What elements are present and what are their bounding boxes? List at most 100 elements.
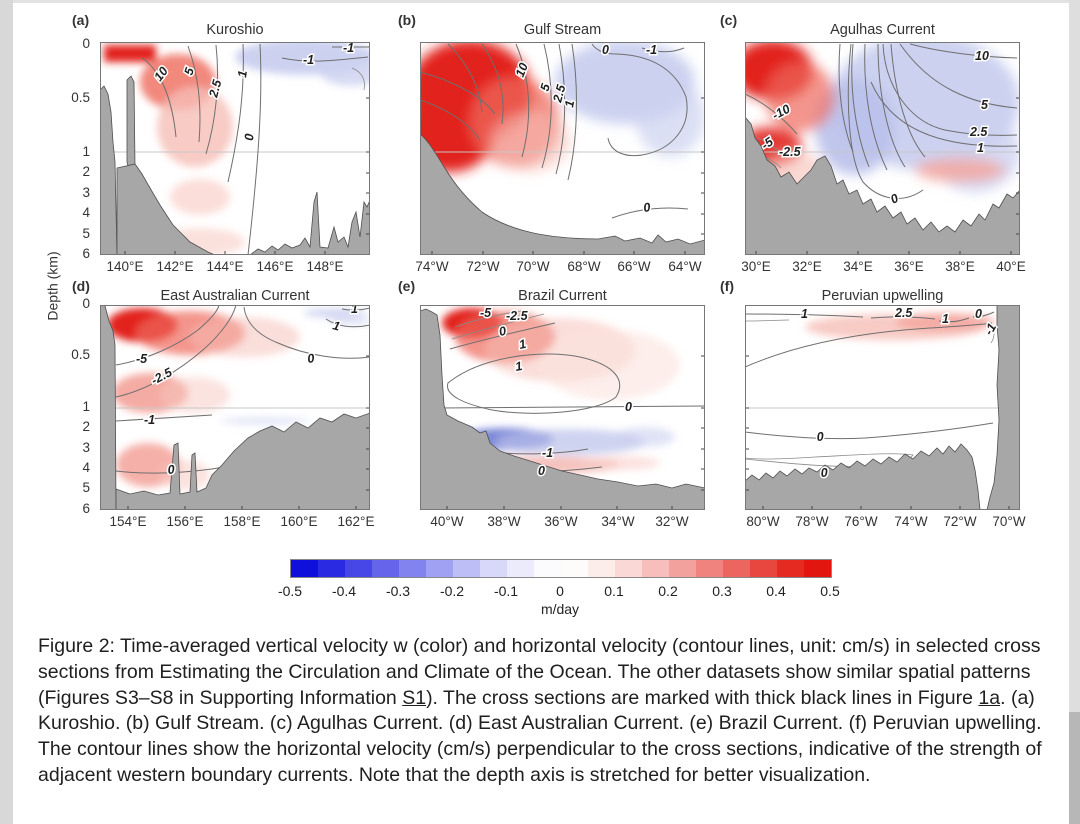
panel-d-letter: (d) [72,278,90,294]
panel-f-xtick: 74°W [894,514,928,529]
svg-text:10: 10 [975,49,989,63]
panel-f-xtick: 78°W [795,514,829,529]
svg-text:0: 0 [820,466,828,480]
panel-d-xtick: 154°E [109,514,147,529]
panel-d-ytick: 4 [82,460,90,475]
caption-text: ). The cross sections are marked with th… [426,686,979,709]
panel-f-title: Peruvian upwelling [821,288,944,304]
panel-f-letter: (f) [720,278,734,294]
svg-text:1: 1 [977,141,984,155]
panel-d-plot: -5 -2.5 -1 0 0 1 1 [100,305,370,510]
panel-c-xtick: 36°E [894,259,924,274]
panel-b-contour-labels: 10 5 2.5 1 0 -1 0 [511,42,658,216]
caption-text: . (a) Kuroshio. (b) Gulf Stream. (c) Agu… [38,686,1042,786]
colorbar-tick: 0.5 [820,583,840,599]
panel-f-xtick: 76°W [844,514,878,529]
caption-link-figure-1a[interactable]: 1a [978,686,1001,709]
panel-e-title: Brazil Current [518,288,607,304]
svg-text:-1: -1 [542,446,553,460]
panel-a-xtick: 148°E [306,259,344,274]
panel-b-xtick: 68°W [567,259,601,274]
colorbar-tick: 0.2 [658,583,678,599]
svg-text:2.5: 2.5 [969,125,988,139]
panel-a-letter: (a) [72,12,90,28]
panel-a-ytick: 1 [82,144,90,159]
svg-text:0: 0 [167,462,175,477]
panel-a-ytick: 6 [82,246,90,261]
panel-b-xtick: 64°W [668,259,702,274]
colorbar-tick: -0.1 [493,583,519,599]
panel-b-plot: 10 5 2.5 1 0 -1 0 [420,42,705,255]
svg-text:2.5: 2.5 [206,77,225,99]
svg-text:1: 1 [351,305,358,316]
panel-e-xtick: 36°W [544,514,578,529]
svg-text:0: 0 [975,307,982,321]
panel-a-plot: 10 5 2.5 1 0 -1 -1 [100,42,370,255]
caption-link-s1[interactable]: S1 [402,686,427,709]
panel-a-xtick: 142°E [156,259,194,274]
panel-d-xtick: 158°E [223,514,261,529]
svg-text:-2.5: -2.5 [779,145,802,159]
panel-a-xtick: 144°E [206,259,244,274]
scrollbar-thumb[interactable] [1069,712,1080,824]
panel-c-title: Agulhas Current [830,22,935,38]
svg-text:-5: -5 [480,306,492,320]
panel-e-letter: (e) [398,278,416,294]
panel-d-xtick: 156°E [166,514,204,529]
panel-f-xtick: 72°W [943,514,977,529]
panel-b-title: Gulf Stream [523,22,602,38]
panel-d-xtick: 160°E [280,514,318,529]
panel-d-ytick: 0 [82,296,90,311]
panel-a-xtick: 146°E [256,259,294,274]
colorbar-tick: 0.1 [604,583,624,599]
caption-text: Figure 2: Time-averaged vertical velocit… [38,635,1041,709]
svg-text:-1: -1 [343,42,354,55]
panel-f-plot: 1 2.5 1 0 -1 0 0 [745,305,1020,510]
colorbar-tick: 0.4 [766,583,786,599]
colorbar-tick: -0.4 [331,583,357,599]
panel-d-ytick: 2 [82,419,90,434]
panel-c-xtick: 38°E [945,259,975,274]
scrollbar-track [1069,0,1080,824]
panel-f-xtick: 80°W [746,514,780,529]
panel-e-xtick: 34°W [601,514,635,529]
svg-text:0: 0 [306,351,315,366]
panel-a-title: Kuroshio [206,22,264,38]
panel-b-xtick: 74°W [415,259,449,274]
panel-a-ytick: 0 [82,36,90,51]
svg-text:-1: -1 [646,43,657,57]
panel-a-ytick: 0.5 [71,90,90,105]
panel-d-ytick: 5 [82,480,90,495]
panel-e-plot: -5 -2.5 0 1 1 0 -1 0 [420,305,705,510]
panel-a-xtick: 140°E [106,259,144,274]
colorbar-tick: 0.3 [712,583,732,599]
colorbar [290,559,832,578]
panel-c-xtick: 32°E [792,259,822,274]
panel-b-letter: (b) [398,12,416,28]
panel-e-xtick: 38°W [487,514,521,529]
panel-e-xtick: 40°W [430,514,464,529]
svg-text:-5: -5 [136,352,148,366]
panel-a-ytick: 5 [82,226,90,241]
svg-text:10: 10 [513,61,531,79]
page-left-margin [0,0,13,824]
svg-text:0: 0 [242,133,257,141]
svg-text:5: 5 [981,98,989,112]
colorbar-tick: -0.3 [385,583,411,599]
svg-text:1: 1 [235,70,250,79]
svg-text:-1: -1 [303,53,314,67]
panel-d-ytick: 0.5 [71,347,90,362]
svg-text:2.5: 2.5 [550,82,569,104]
svg-text:-1: -1 [144,413,155,427]
svg-text:1: 1 [942,312,949,326]
panel-c-xtick: 40°E [996,259,1026,274]
panel-a-ytick: 4 [82,205,90,220]
svg-text:1: 1 [801,307,808,321]
panel-c-letter: (c) [720,12,738,28]
panel-e-xtick: 32°W [655,514,689,529]
panel-c-xtick: 30°E [741,259,771,274]
figure-caption: Figure 2: Time-averaged vertical velocit… [38,634,1048,789]
colorbar-unit: m/day [540,601,580,617]
panel-a-ytick: 2 [82,164,90,179]
